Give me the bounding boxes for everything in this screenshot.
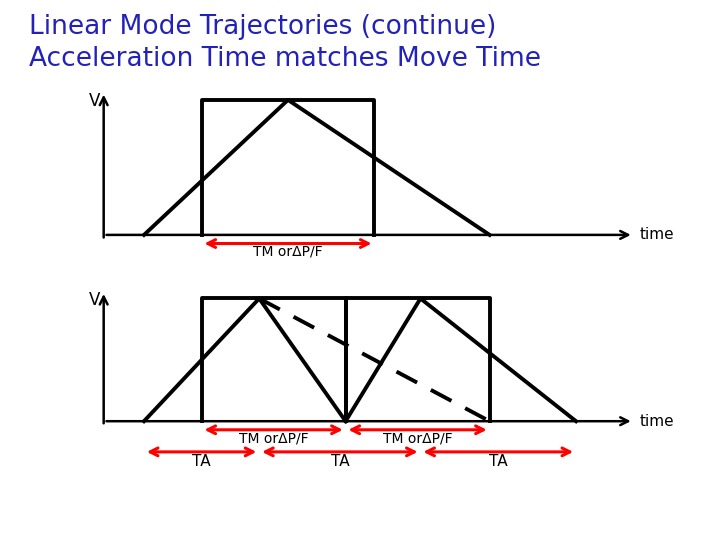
Text: TM orΔP/F: TM orΔP/F xyxy=(383,431,452,445)
Text: V: V xyxy=(89,291,101,309)
Text: Linear Mode Trajectories (continue)
Acceleration Time matches Move Time: Linear Mode Trajectories (continue) Acce… xyxy=(29,14,541,72)
Text: TA: TA xyxy=(330,454,349,469)
Text: TA: TA xyxy=(192,454,211,469)
Text: time: time xyxy=(639,227,674,242)
Text: TM orΔP/F: TM orΔP/F xyxy=(239,431,308,445)
Text: TA: TA xyxy=(489,454,508,469)
Text: time: time xyxy=(639,414,674,429)
Text: V: V xyxy=(89,92,101,110)
Text: TM orΔP/F: TM orΔP/F xyxy=(253,245,323,259)
